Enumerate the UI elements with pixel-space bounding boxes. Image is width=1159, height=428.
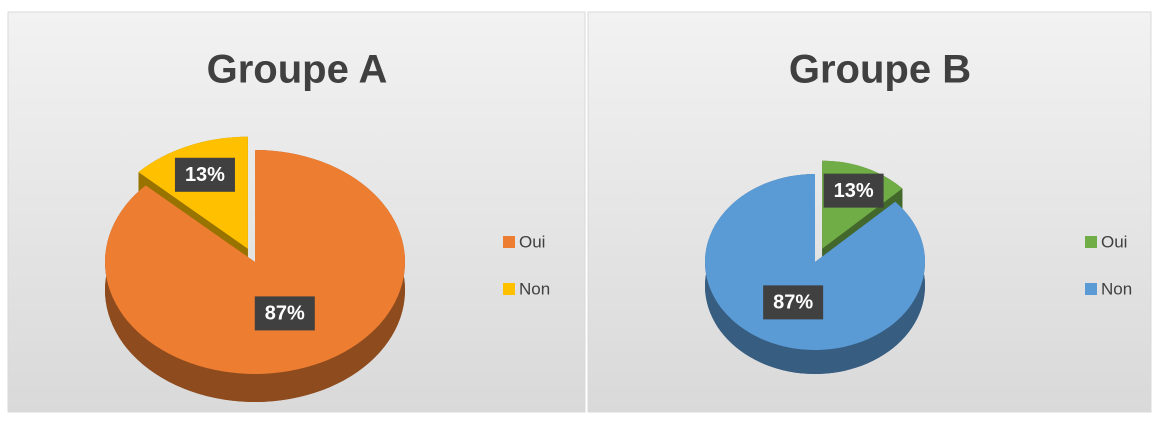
data-label: 87%	[265, 303, 305, 325]
legend-swatch	[503, 283, 515, 295]
legend-label: Non	[1101, 279, 1132, 298]
pie-slice	[104, 150, 406, 375]
legend-label: Non	[519, 279, 550, 298]
data-label-box	[254, 296, 315, 331]
legend-swatch	[503, 236, 515, 248]
legend-label: Oui	[1101, 232, 1127, 251]
chart-title: Groupe A	[207, 48, 388, 92]
legend-swatch	[1085, 283, 1097, 295]
data-label-box	[763, 285, 824, 320]
legend-label: Oui	[519, 232, 545, 251]
chart-title: Groupe B	[789, 48, 971, 92]
data-label-box	[823, 173, 884, 208]
data-label: 13%	[185, 164, 225, 186]
data-label: 13%	[834, 180, 874, 202]
pie-slice	[704, 174, 925, 351]
legend-swatch	[1085, 236, 1097, 248]
data-label-box	[174, 157, 235, 192]
data-label: 87%	[773, 292, 813, 314]
